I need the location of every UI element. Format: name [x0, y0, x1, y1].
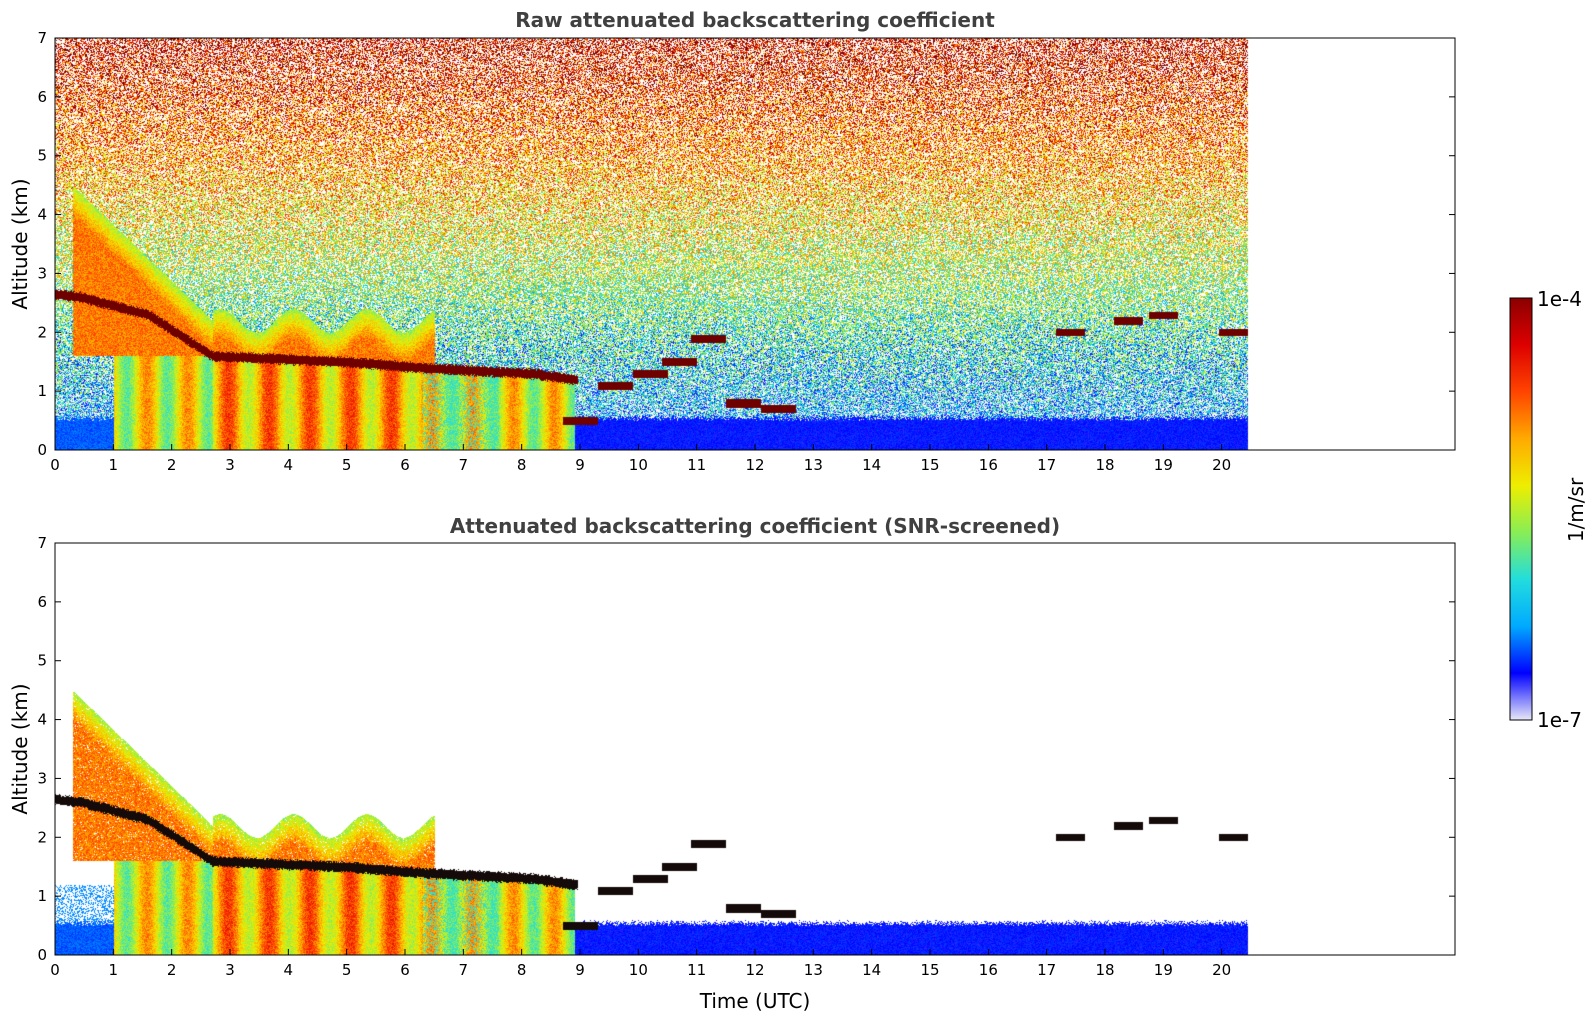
x-tick-label: 10	[629, 456, 648, 474]
x-tick-label: 3	[225, 456, 235, 474]
panel2-heatmap	[55, 543, 1455, 955]
y-tick-label: 2	[37, 323, 47, 341]
y-tick-label: 4	[37, 206, 47, 224]
panel2-y-axis: 0 1 2 3 4 5 6 7	[37, 534, 1455, 964]
y-tick-label: 0	[37, 441, 47, 459]
y-tick-label: 3	[37, 769, 47, 787]
panel2-x-axis: 0 1 2 3 4 5 6 7 8 9 10 11 12 13 14 15 16 17 18 19 20	[50, 949, 1231, 979]
colorbar-gradient	[1509, 297, 1533, 721]
y-tick-label: 0	[37, 946, 47, 964]
colorbar-unit-label: 1/m/sr	[1564, 477, 1588, 542]
x-tick-label: 7	[459, 456, 469, 474]
x-tick-label: 16	[979, 456, 998, 474]
y-tick-label: 5	[37, 652, 47, 670]
x-tick-label: 7	[459, 961, 469, 979]
x-tick-label: 5	[342, 456, 352, 474]
x-tick-label: 17	[1037, 456, 1056, 474]
x-tick-label: 13	[804, 961, 823, 979]
y-tick-label: 4	[37, 711, 47, 729]
x-tick-label: 20	[1212, 456, 1231, 474]
x-tick-label: 6	[400, 961, 410, 979]
y-tick-label: 6	[37, 88, 47, 106]
x-tick-label: 11	[687, 961, 706, 979]
panel1-title: Raw attenuated backscattering coefficien…	[515, 8, 995, 32]
x-tick-label: 19	[1154, 961, 1173, 979]
colorbar-min-label: 1e-7	[1537, 708, 1582, 732]
panel1-y-axis: 0 1 2 3 4 5 6 7	[37, 29, 1455, 459]
colorbar: 1e-4 1e-7 1/m/sr	[1509, 287, 1588, 732]
panel1-x-axis: 0 1 2 3 4 5 6 7 8 9 10 11 12 13 14 15 16 17 18 19 20	[50, 444, 1231, 474]
x-tick-label: 4	[284, 456, 294, 474]
x-tick-label: 11	[687, 456, 706, 474]
x-tick-label: 2	[167, 456, 177, 474]
x-tick-label: 16	[979, 961, 998, 979]
panel1-ylabel: Altitude (km)	[8, 178, 32, 309]
x-tick-label: 20	[1212, 961, 1231, 979]
x-tick-label: 18	[1095, 456, 1114, 474]
y-tick-label: 1	[37, 887, 47, 905]
x-tick-label: 15	[920, 456, 939, 474]
x-tick-label: 5	[342, 961, 352, 979]
x-tick-label: 9	[575, 961, 585, 979]
y-tick-label: 2	[37, 828, 47, 846]
x-tick-label: 14	[862, 961, 881, 979]
y-tick-label: 7	[37, 29, 47, 47]
panel1-heatmap	[55, 38, 1455, 450]
panel2-xlabel: Time (UTC)	[699, 989, 811, 1013]
panel2-ylabel: Altitude (km)	[8, 683, 32, 814]
raw-backscatter-panel: Raw attenuated backscattering coefficien…	[8, 8, 1456, 474]
y-tick-label: 7	[37, 534, 47, 552]
x-tick-label: 10	[629, 961, 648, 979]
x-tick-label: 1	[109, 456, 119, 474]
y-tick-label: 1	[37, 382, 47, 400]
x-tick-label: 2	[167, 961, 177, 979]
x-tick-label: 4	[284, 961, 294, 979]
x-tick-label: 0	[50, 961, 60, 979]
screened-backscatter-panel: Attenuated backscattering coefficient (S…	[8, 514, 1456, 1013]
x-tick-label: 18	[1095, 961, 1114, 979]
x-tick-label: 12	[745, 456, 764, 474]
x-tick-label: 3	[225, 961, 235, 979]
x-tick-label: 13	[804, 456, 823, 474]
colorbar-max-label: 1e-4	[1537, 287, 1582, 311]
y-tick-label: 5	[37, 147, 47, 165]
y-tick-label: 3	[37, 264, 47, 282]
y-tick-label: 6	[37, 593, 47, 611]
x-tick-label: 6	[400, 456, 410, 474]
x-tick-label: 0	[50, 456, 60, 474]
panel2-title: Attenuated backscattering coefficient (S…	[450, 514, 1060, 538]
x-tick-label: 9	[575, 456, 585, 474]
x-tick-label: 1	[109, 961, 119, 979]
x-tick-label: 8	[517, 456, 527, 474]
x-tick-label: 8	[517, 961, 527, 979]
x-tick-label: 12	[745, 961, 764, 979]
x-tick-label: 17	[1037, 961, 1056, 979]
x-tick-label: 19	[1154, 456, 1173, 474]
x-tick-label: 14	[862, 456, 881, 474]
x-tick-label: 15	[920, 961, 939, 979]
